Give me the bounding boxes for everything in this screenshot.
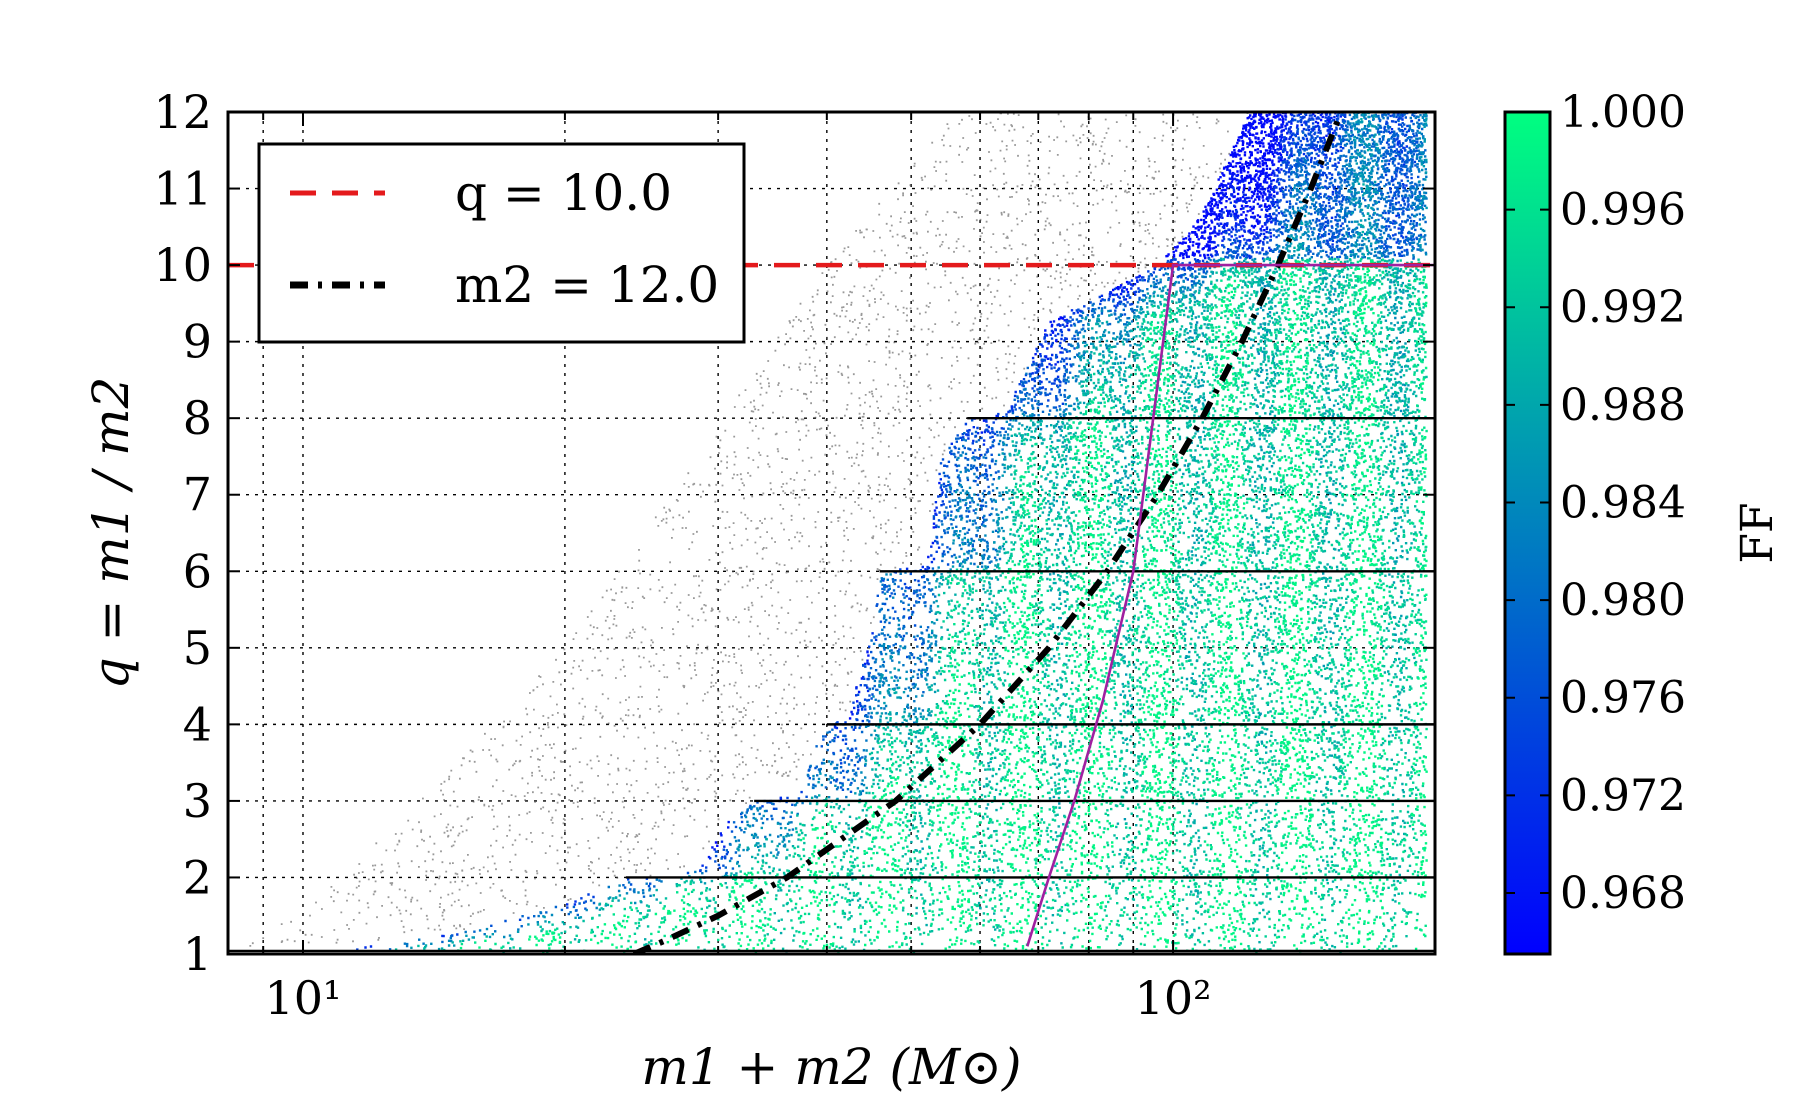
y-tick-label: 11 bbox=[153, 162, 212, 216]
y-axis-title: q = m1 / m2 bbox=[82, 377, 140, 690]
legend-label: q = 10.0 bbox=[455, 164, 672, 222]
y-tick-label: 5 bbox=[183, 621, 212, 675]
y-tick-label: 2 bbox=[183, 850, 212, 904]
axis-titles: m1 + m2 (M⊙) q = m1 / m2 bbox=[82, 377, 1022, 1096]
legend-box bbox=[257, 142, 746, 344]
y-tick-label: 6 bbox=[183, 544, 212, 598]
boundary-curve-line bbox=[1026, 263, 1435, 947]
y-tick-label: 7 bbox=[183, 468, 212, 522]
y-tick-label: 12 bbox=[153, 85, 212, 139]
legend-label: m2 = 12.0 bbox=[455, 256, 719, 314]
colorbar-title: FF bbox=[1732, 502, 1783, 563]
colorbar-gradient bbox=[1503, 110, 1552, 956]
y-tick-label: 4 bbox=[183, 697, 212, 751]
scatter-points bbox=[249, 112, 1428, 953]
colorbar-tick-label: 0.972 bbox=[1560, 770, 1686, 821]
ff-points bbox=[394, 257, 1428, 953]
x-axis-title: m1 + m2 (M⊙) bbox=[641, 1038, 1021, 1096]
colorbar-tick-label: 0.976 bbox=[1560, 673, 1686, 724]
colorbar-tick-label: 0.996 bbox=[1560, 185, 1686, 236]
x-tick-label: 10¹ bbox=[264, 971, 341, 1025]
colorbar: 1.000 0.996 0.992 0.988 0.984 0.980 0.976 0.972… bbox=[1503, 87, 1783, 956]
colorbar-tick-label: 0.980 bbox=[1560, 575, 1686, 626]
y-tick-label: 3 bbox=[183, 774, 212, 828]
colorbar-tick-label: 0.968 bbox=[1560, 868, 1686, 919]
m2-12-curve-line bbox=[632, 112, 1344, 954]
plot-frame bbox=[226, 110, 1437, 956]
y-tick-label: 1 bbox=[183, 927, 212, 981]
horizontal-lines bbox=[228, 416, 1435, 953]
colorbar-tick-label: 1.000 bbox=[1560, 87, 1686, 138]
y-tick-label: 9 bbox=[183, 315, 212, 369]
colorbar-tick-label: 0.984 bbox=[1560, 477, 1686, 528]
legend: q = 10.0 m2 = 12.0 bbox=[257, 142, 746, 344]
x-tick-label: 10² bbox=[1135, 971, 1212, 1025]
y-tick-label: 8 bbox=[183, 391, 212, 445]
colorbar-tick-label: 0.988 bbox=[1560, 380, 1686, 431]
ff-points bbox=[459, 259, 1428, 953]
series-lines bbox=[228, 112, 1435, 954]
colorbar-tick-label: 0.992 bbox=[1560, 282, 1686, 333]
y-tick-label: 10 bbox=[153, 238, 212, 292]
